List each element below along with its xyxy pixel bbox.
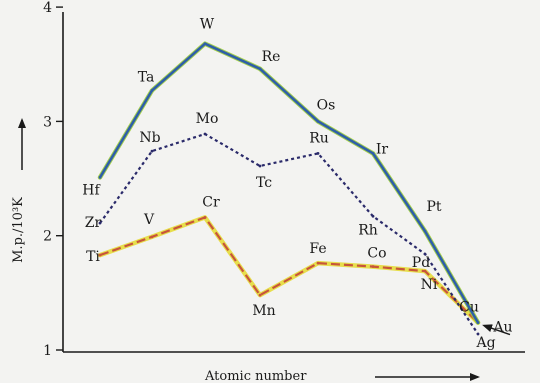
- data-point-Nb: [150, 149, 154, 153]
- x-axis-title: Atomic number: [204, 369, 307, 383]
- data-point-Fe: [316, 261, 320, 265]
- y-axis-title: M.p./10³K: [11, 197, 26, 263]
- element-label-Mo: Mo: [196, 111, 219, 127]
- data-point-Ni: [423, 269, 427, 273]
- element-label-Cr: Cr: [202, 194, 220, 210]
- element-label-Nb: Nb: [139, 130, 160, 146]
- axes: 1 2 3 4 M.p./10³K Atomic number: [11, 0, 525, 383]
- element-label-Fe: Fe: [309, 241, 326, 257]
- element-label-Re: Re: [262, 49, 281, 65]
- y-tick-label: 4: [43, 0, 52, 16]
- au-pointer-arrow: [482, 324, 511, 336]
- element-label-Mn: Mn: [252, 303, 275, 319]
- series-layer: [97, 41, 481, 336]
- element-label-Au: Au: [492, 320, 512, 336]
- element-label-Pt: Pt: [426, 199, 441, 215]
- element-label-Co: Co: [367, 246, 386, 262]
- data-point-Pd: [423, 252, 427, 256]
- data-point-Os: [316, 120, 320, 123]
- data-point-Rh: [371, 214, 375, 218]
- series-3d-line: [99, 216, 479, 324]
- element-label-Tc: Tc: [256, 175, 272, 191]
- data-point-Ti: [98, 253, 102, 257]
- data-point-V: [150, 235, 154, 239]
- data-point-Zr: [98, 221, 102, 225]
- data-point-Ta: [150, 89, 154, 92]
- data-point-Pt: [423, 229, 427, 233]
- data-point-Ag: [476, 332, 480, 336]
- labels-layer: Ti V Cr Mn Fe Co Ni Cu Zr Nb Mo Tc Ru Rh Pd Ag Hf Ta W Re Os…: [82, 17, 512, 351]
- data-point-Tc: [258, 164, 262, 168]
- y-tick-label: 2: [43, 229, 52, 245]
- element-label-Os: Os: [317, 97, 336, 113]
- element-label-Hf: Hf: [82, 182, 101, 198]
- data-point-Re: [258, 67, 262, 71]
- y-tick-label: 1: [43, 343, 52, 359]
- data-point-Mn: [258, 293, 262, 297]
- data-point-Co: [371, 265, 375, 268]
- series-5d-line: [98, 42, 480, 324]
- element-label-Ru: Ru: [309, 130, 329, 146]
- element-label-Ir: Ir: [376, 141, 389, 157]
- data-point-Au: [476, 321, 480, 324]
- element-label-Cu: Cu: [459, 300, 479, 316]
- series-4d-line: [99, 132, 479, 335]
- element-label-Ag: Ag: [475, 335, 495, 351]
- element-label-Ni: Ni: [421, 277, 438, 293]
- data-point-Ir: [371, 152, 375, 155]
- element-label-Rh: Rh: [358, 222, 378, 238]
- data-point-Ru: [316, 152, 320, 155]
- element-label-Pd: Pd: [412, 255, 430, 271]
- element-label-V: V: [143, 212, 155, 228]
- data-point-Cr: [203, 216, 207, 219]
- element-label-Ti: Ti: [86, 249, 100, 265]
- element-label-Zr: Zr: [85, 215, 102, 231]
- data-point-W: [203, 42, 207, 46]
- data-point-Mo: [203, 132, 207, 136]
- y-tick-label: 3: [43, 114, 52, 130]
- element-label-Ta: Ta: [138, 70, 155, 86]
- element-label-W: W: [200, 17, 215, 33]
- data-point-Hf: [98, 176, 102, 179]
